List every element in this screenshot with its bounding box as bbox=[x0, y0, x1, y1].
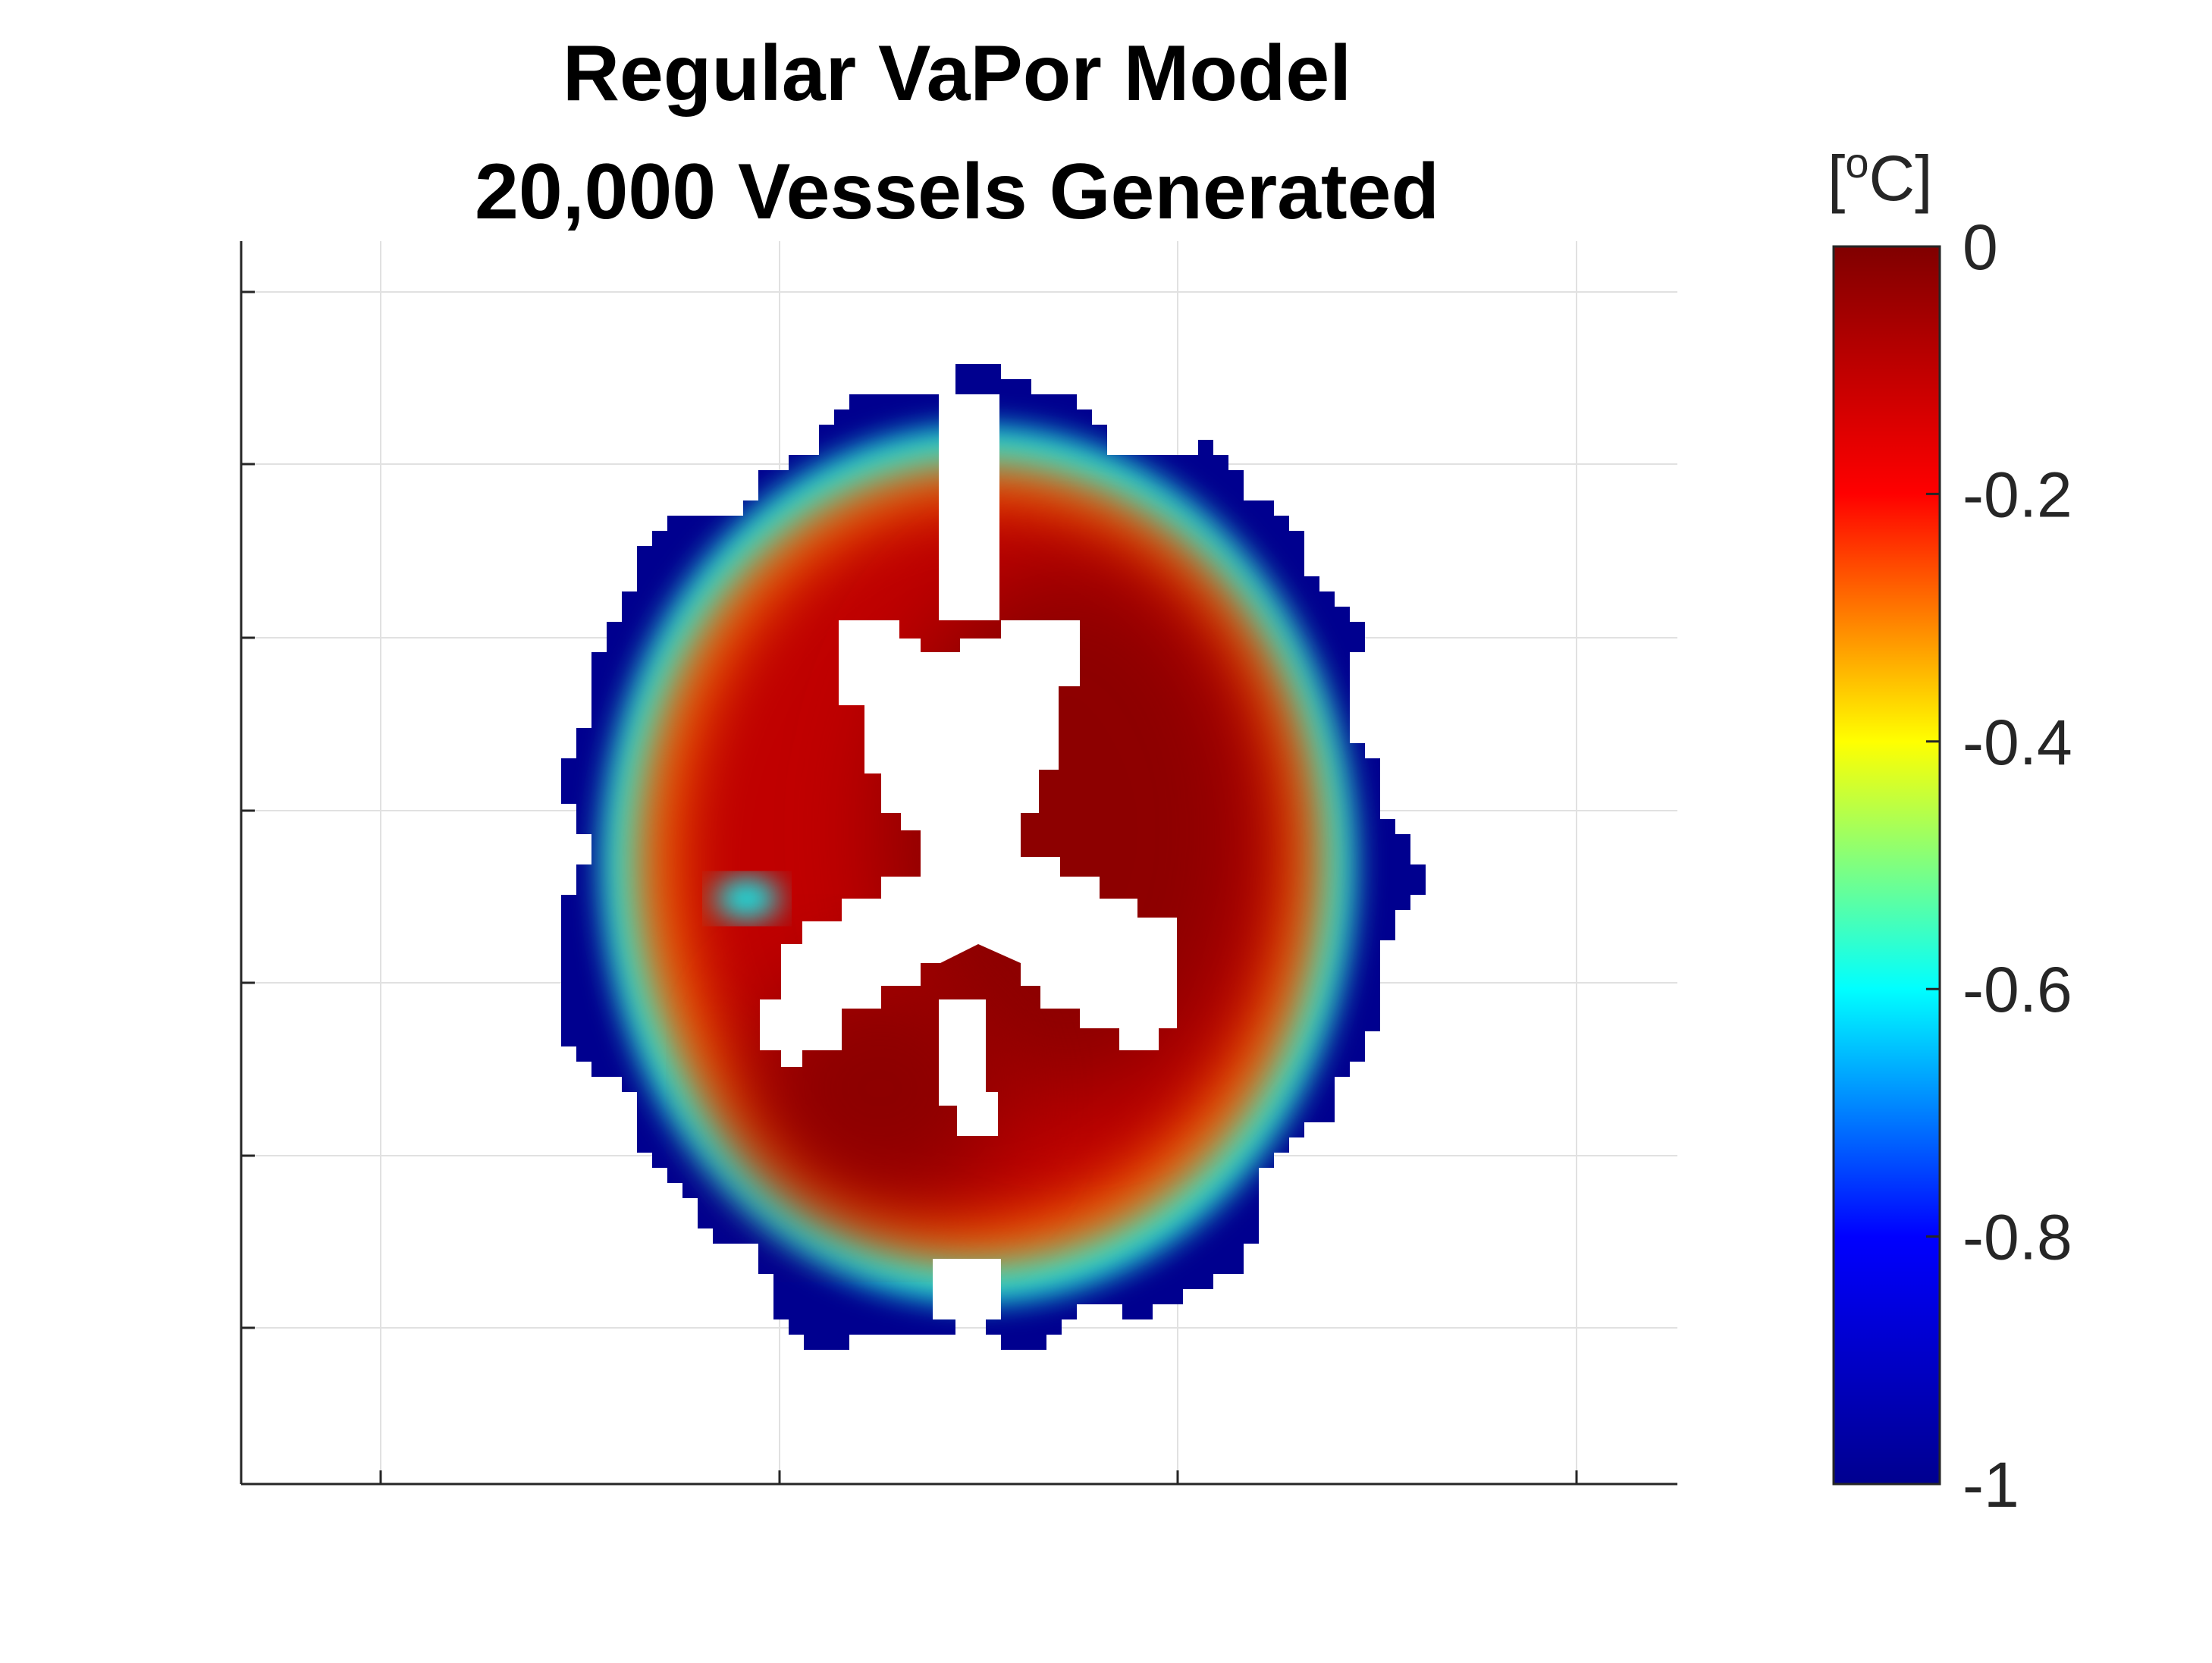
chart-title-line-1: Regular VaPor Model bbox=[563, 30, 1351, 118]
posterior-notch bbox=[939, 999, 986, 1106]
degree-superscript: o bbox=[1845, 139, 1868, 187]
colorbar-tick-label-1: -0.2 bbox=[1963, 459, 2072, 530]
anterior-fissure bbox=[939, 394, 999, 620]
unit-celsius: C] bbox=[1869, 143, 1933, 214]
colorbar-gradient bbox=[1832, 245, 1941, 1486]
colorbar-tick-label-2: -0.4 bbox=[1963, 707, 2072, 778]
axes bbox=[240, 241, 1677, 1486]
colorbar-tick-label-5: -1 bbox=[1963, 1449, 2019, 1520]
ventricles-mask bbox=[760, 620, 1177, 1067]
unit-open-bracket: [ bbox=[1828, 143, 1845, 214]
colorbar-tick-label-3: -0.6 bbox=[1963, 954, 2072, 1025]
colorbar: 0 -0.2 -0.4 -0.6 -0.8 -1 bbox=[1832, 212, 2072, 1520]
heatmap-layer bbox=[561, 364, 1426, 1350]
posterior-fissure bbox=[933, 1259, 1001, 1319]
colorbar-unit-label: [oC] bbox=[1828, 139, 1933, 214]
chart-title-line-2: 20,000 Vessels Generated bbox=[475, 148, 1439, 236]
colorbar-tick-label-0: 0 bbox=[1963, 212, 1998, 283]
posterior-notch-2 bbox=[957, 1092, 998, 1136]
cool-spot bbox=[715, 879, 779, 918]
colorbar-tick-label-4: -0.8 bbox=[1963, 1202, 2072, 1273]
